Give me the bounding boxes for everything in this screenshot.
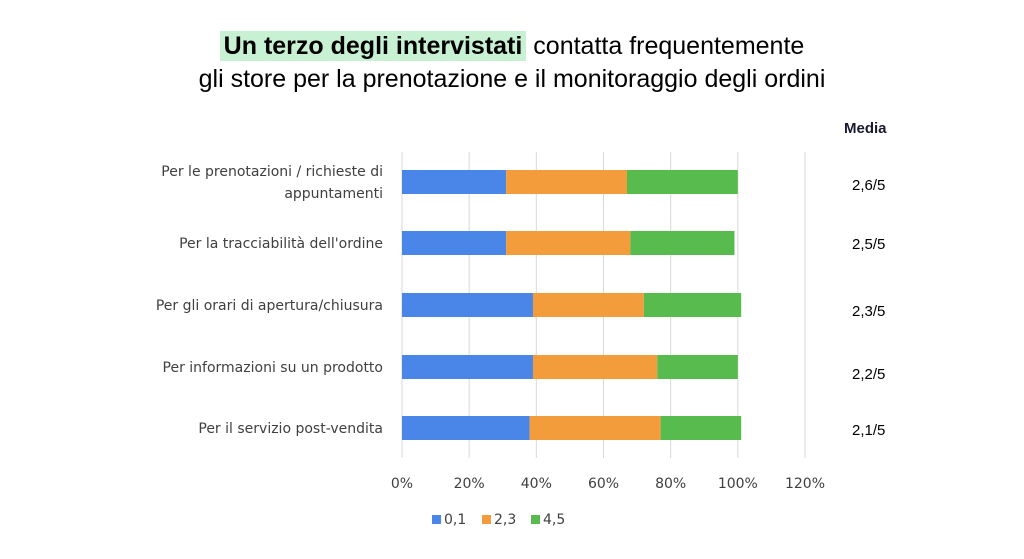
bars bbox=[402, 170, 742, 440]
tick-label: 40% bbox=[521, 476, 552, 492]
tick-label: 60% bbox=[588, 476, 619, 492]
media-header: Media bbox=[844, 120, 887, 137]
bar-segment bbox=[402, 231, 507, 255]
bar-segment bbox=[532, 355, 658, 379]
tick-label: 20% bbox=[454, 476, 485, 492]
legend-label: 2,3 bbox=[494, 512, 516, 528]
media-value: 2,3/5 bbox=[852, 303, 885, 320]
bar-segment bbox=[660, 416, 742, 440]
media-value: 2,1/5 bbox=[852, 422, 885, 439]
bar-segment bbox=[402, 293, 533, 317]
title-highlight: Un terzo degli intervistati bbox=[219, 31, 527, 61]
tick-label: 0% bbox=[391, 476, 413, 492]
tick-label: 80% bbox=[655, 476, 686, 492]
category-label: appuntamenti bbox=[284, 186, 383, 202]
bar-segment bbox=[630, 231, 735, 255]
tick-labels: 0% 20% 40% 60% 80% 100% 120% bbox=[391, 476, 825, 492]
chart-title: Un terzo degli intervistati contatta fre… bbox=[0, 30, 1024, 96]
legend-label: 0,1 bbox=[444, 512, 466, 528]
category-label: Per gli orari di apertura/chiusura bbox=[156, 298, 383, 314]
category-label: Per la tracciabilità dell'ordine bbox=[179, 236, 383, 252]
bar-segment bbox=[657, 355, 738, 379]
bar-segment bbox=[643, 293, 742, 317]
bar-segment bbox=[506, 231, 631, 255]
legend: 0,1 2,3 4,5 bbox=[432, 512, 565, 528]
category-labels: Per le prenotazioni / richieste di appunt… bbox=[156, 164, 383, 437]
legend-label: 4,5 bbox=[543, 512, 565, 528]
bar-segment bbox=[402, 170, 507, 194]
media-value: 2,6/5 bbox=[852, 177, 885, 194]
legend-swatch bbox=[531, 515, 540, 524]
tick-label: 100% bbox=[718, 476, 758, 492]
bar-segment bbox=[402, 355, 533, 379]
bar-segment bbox=[627, 170, 738, 194]
legend-swatch bbox=[482, 515, 491, 524]
bar-segment bbox=[529, 416, 661, 440]
title-rest: contatta frequentemente bbox=[526, 32, 805, 60]
media-value: 2,5/5 bbox=[852, 236, 885, 253]
tick-label: 120% bbox=[785, 476, 825, 492]
category-label: Per il servizio post-vendita bbox=[198, 421, 383, 437]
title-line2: gli store per la prenotazione e il monit… bbox=[198, 65, 826, 93]
bar-segment bbox=[402, 416, 530, 440]
media-column: Media 2,6/5 2,5/5 2,3/5 2,2/5 2,1/5 bbox=[844, 120, 887, 439]
category-label: Per informazioni su un prodotto bbox=[163, 360, 383, 376]
media-value: 2,2/5 bbox=[852, 366, 885, 383]
category-label: Per le prenotazioni / richieste di bbox=[161, 164, 383, 180]
legend-swatch bbox=[432, 515, 441, 524]
bar-segment bbox=[506, 170, 628, 194]
bar-segment bbox=[532, 293, 644, 317]
